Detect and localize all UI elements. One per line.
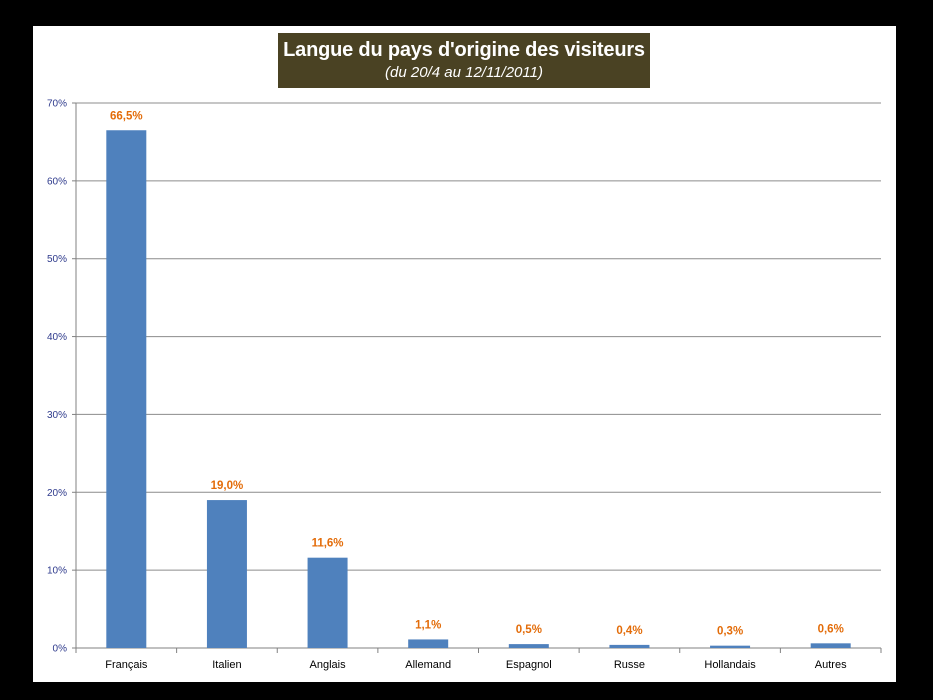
bar [106, 130, 147, 648]
x-tick-label: Autres [815, 659, 847, 671]
y-tick-label: 40% [47, 332, 67, 343]
x-tick-label: Hollandais [704, 659, 756, 671]
y-tick-label: 20% [47, 488, 67, 499]
x-tick-label: Allemand [405, 659, 451, 671]
bar [408, 639, 449, 648]
y-tick-label: 60% [47, 176, 67, 187]
data-label: 0,6% [818, 623, 844, 635]
x-tick-label: Italien [212, 659, 241, 671]
bar [810, 643, 851, 648]
bar [609, 644, 650, 648]
y-tick-label: 30% [47, 410, 67, 421]
y-tick-label: 50% [47, 254, 67, 265]
bar [307, 557, 348, 648]
bar [508, 644, 549, 648]
y-tick-label: 70% [47, 99, 67, 110]
x-tick-label: Anglais [310, 659, 347, 671]
data-label: 66,5% [110, 110, 143, 122]
data-label: 1,1% [415, 619, 441, 631]
y-tick-label: 10% [47, 566, 67, 577]
chart-subtitle: (du 20/4 au 12/11/2011) [385, 64, 543, 81]
x-tick-label: Russe [614, 659, 645, 671]
bar [710, 645, 751, 648]
data-label: 19,0% [211, 480, 244, 492]
y-tick-label: 0% [53, 644, 68, 655]
data-label: 0,5% [516, 624, 542, 636]
bar [206, 500, 247, 648]
chart-panel: Langue du pays d'origine des visiteurs (… [33, 26, 896, 682]
x-tick-label: Espagnol [506, 659, 552, 671]
chart-title: Langue du pays d'origine des visiteurs [283, 39, 645, 61]
data-label: 0,4% [616, 625, 642, 637]
data-label: 0,3% [717, 626, 743, 638]
x-tick-label: Français [105, 659, 148, 671]
chart-title-box: Langue du pays d'origine des visiteurs (… [278, 33, 650, 88]
data-label: 11,6% [312, 538, 344, 550]
